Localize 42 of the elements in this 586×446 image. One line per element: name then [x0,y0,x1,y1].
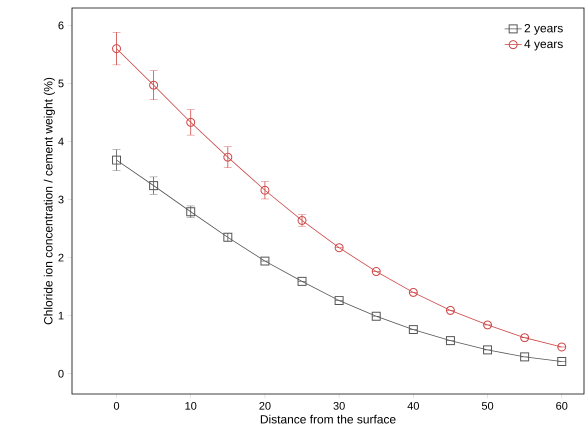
x-tick-label: 50 [482,402,494,410]
point [408,288,418,297]
point [483,320,492,330]
y-tick-label: 6 [58,22,64,30]
point [483,345,492,354]
x-tick-label: 10 [185,402,196,410]
point [372,312,381,321]
point [334,296,344,306]
point [112,44,122,54]
legend-label: 2 years [524,24,563,35]
point [298,216,307,225]
y-tick-label: 4 [58,138,64,146]
y-tick-label: 2 [58,254,64,262]
x-tick-label: 0 [114,402,120,410]
point [223,152,232,162]
point [557,357,566,366]
y-axis-title: Chloride ion concentration / cement weight (%) [44,78,55,324]
x-tick-label: 20 [259,402,271,410]
y-tick-label: 5 [58,80,64,88]
point [112,156,122,165]
y-tick-label: 3 [58,196,64,204]
point [334,243,344,252]
x-tick-label: 40 [407,402,419,410]
point [186,118,196,127]
x-tick-label: 30 [333,402,345,410]
point [372,267,381,276]
x-tick-label: 60 [556,402,568,410]
point [557,342,566,352]
point [149,181,158,190]
point [298,276,307,286]
y-tick-label: 1 [58,312,64,320]
x-axis-title: Distance from the surface [260,414,396,424]
legend-label: 4 years [524,40,563,50]
point [408,325,418,334]
point [149,80,158,90]
point [520,352,530,362]
point [446,336,455,346]
point [260,256,270,266]
y-tick-label: 0 [58,370,64,378]
point [520,333,530,342]
point [446,306,455,315]
point [260,186,270,195]
